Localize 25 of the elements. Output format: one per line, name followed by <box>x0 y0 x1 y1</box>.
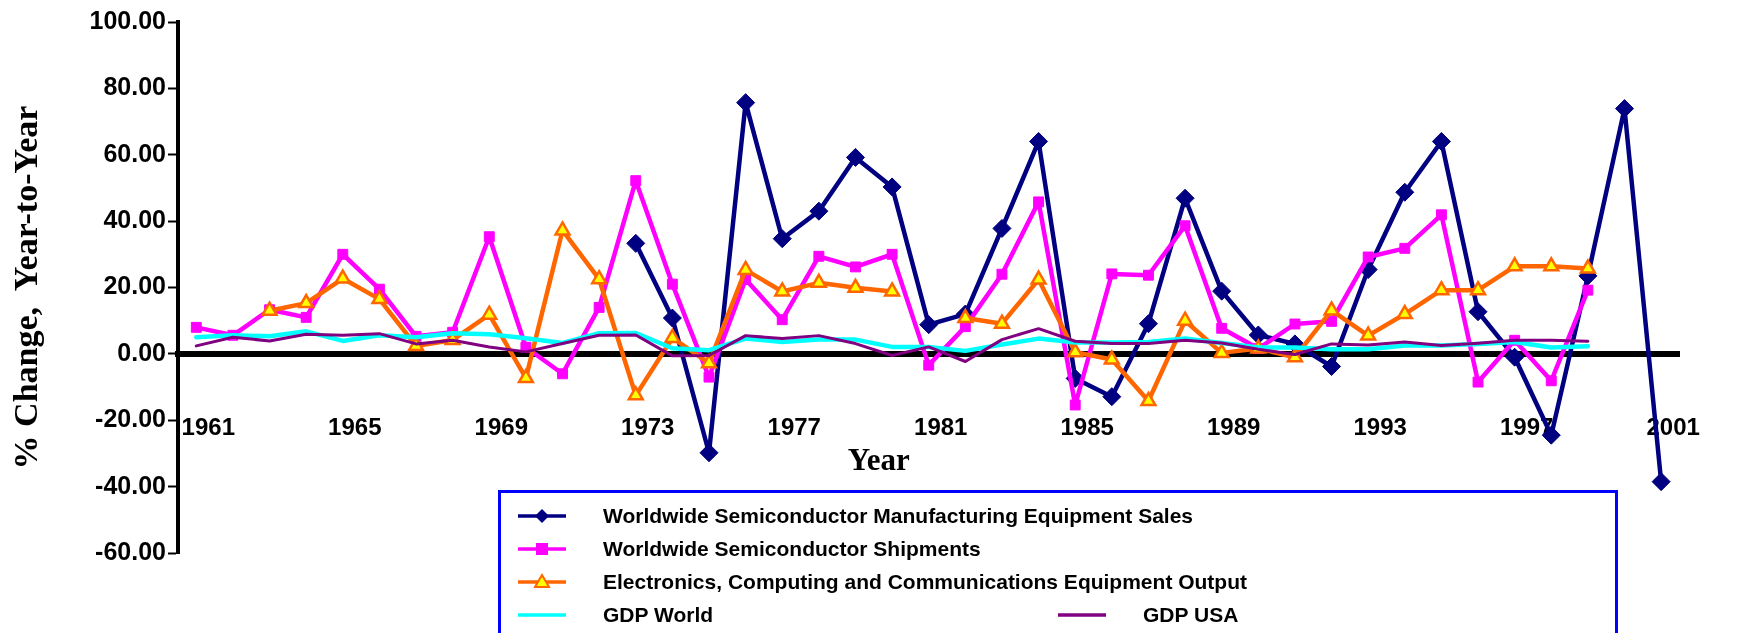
legend-label: Worldwide Semiconductor Manufacturing Equipment Sales <box>603 503 1194 528</box>
x-tick-label: 1989 <box>1206 412 1261 440</box>
x-tick-label: 1973 <box>621 412 675 440</box>
x-tick-label: 1981 <box>914 412 968 440</box>
legend-label: Worldwide Semiconductor Shipments <box>603 536 981 561</box>
y-tick-label: -20.00 <box>95 404 166 433</box>
legend-label: GDP USA <box>1143 602 1239 627</box>
legend-label: Electronics, Computing and Communications Equipment Output <box>603 569 1248 594</box>
y-tick-label: 100.00 <box>89 5 166 34</box>
x-tick-label: 1977 <box>767 412 821 440</box>
y-tick-label: 0.00 <box>117 337 166 366</box>
x-tick-label: 1961 <box>181 412 236 440</box>
y-tick-label: 40.00 <box>103 205 166 234</box>
x-axis-title: Year <box>847 441 910 477</box>
y-axis-title: % Change, Year-to-Year <box>7 105 45 470</box>
x-tick-label: 1969 <box>474 412 528 440</box>
y-tick-label: 80.00 <box>103 72 166 101</box>
y-tick-label: -60.00 <box>95 536 166 565</box>
x-tick-label: 1965 <box>328 412 382 440</box>
y-tick-label: -40.00 <box>95 470 166 499</box>
x-tick-label: 1985 <box>1060 412 1114 440</box>
legend-label: GDP World <box>603 602 714 627</box>
y-tick-label: 60.00 <box>103 138 166 167</box>
x-tick-label: 1993 <box>1353 412 1407 440</box>
y-tick-label: 20.00 <box>103 271 166 300</box>
